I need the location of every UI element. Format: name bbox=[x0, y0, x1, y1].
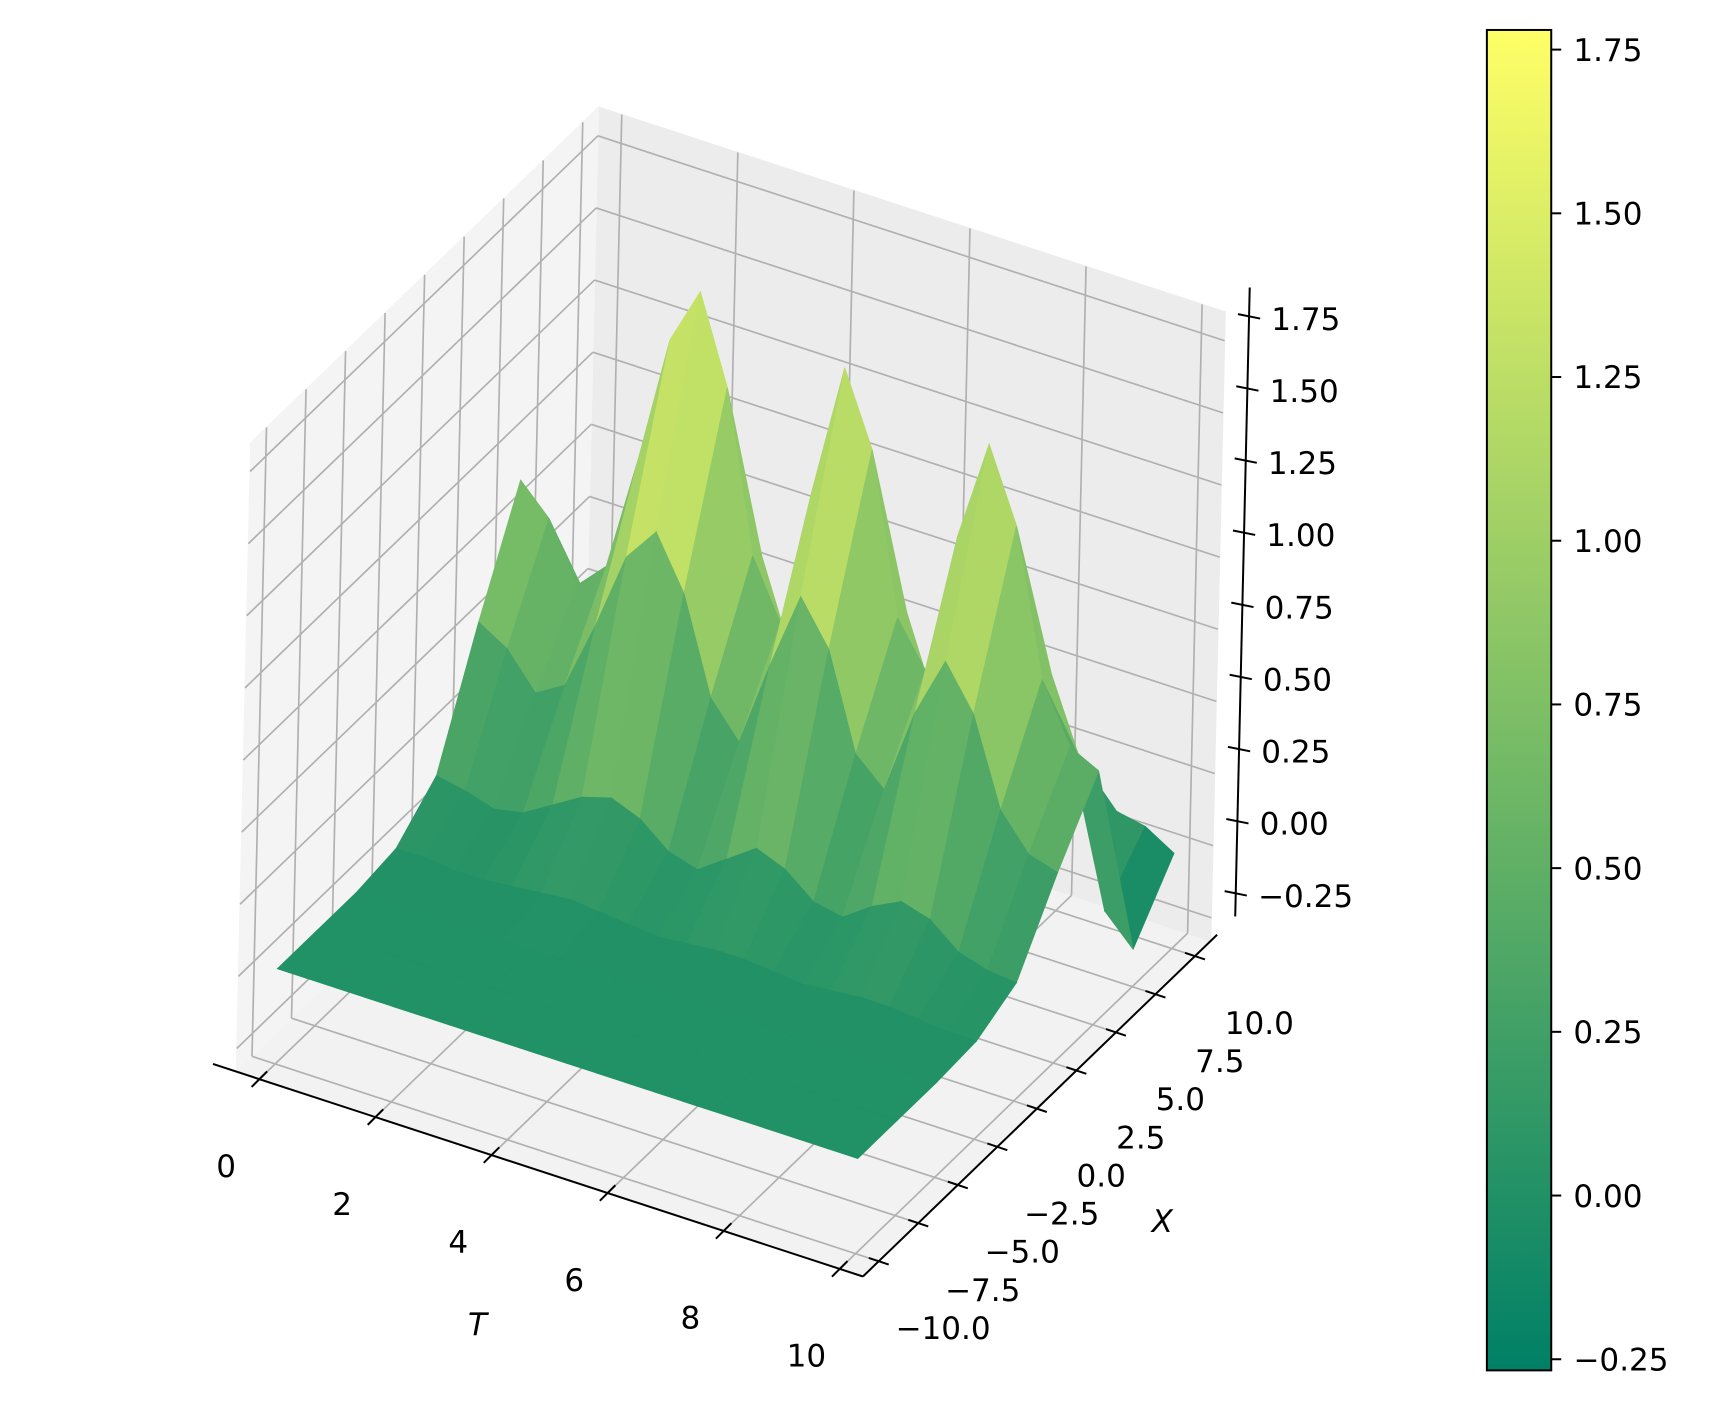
z-tick-label: 1.25 bbox=[1268, 446, 1337, 482]
grid-line bbox=[249, 135, 599, 473]
tick-mark bbox=[868, 1256, 890, 1266]
tick-mark bbox=[1105, 1028, 1127, 1037]
tick-mark bbox=[366, 1108, 384, 1126]
axis-line bbox=[212, 1063, 864, 1278]
colorbar-tick-label: 0.25 bbox=[1573, 1015, 1642, 1051]
tick-mark bbox=[1237, 313, 1261, 320]
tick-mark bbox=[1229, 673, 1253, 681]
grid-line bbox=[291, 1017, 919, 1224]
colorbar-tick-label: 1.25 bbox=[1573, 360, 1642, 396]
colorbar-tick-label: −0.25 bbox=[1573, 1342, 1668, 1378]
x-tick-label: −10.0 bbox=[896, 1311, 991, 1347]
tick-mark bbox=[987, 1142, 1008, 1152]
tick-mark bbox=[1145, 989, 1166, 999]
t-tick-label: 6 bbox=[564, 1263, 584, 1299]
t-tick-label: 4 bbox=[448, 1225, 468, 1261]
grid-line bbox=[595, 207, 1224, 414]
x-axis-label: X bbox=[1150, 1204, 1174, 1240]
x-tick-label: 10.0 bbox=[1225, 1006, 1294, 1042]
tick-mark bbox=[483, 1146, 500, 1164]
tick-mark bbox=[947, 1180, 969, 1190]
t-axis-label: T bbox=[468, 1307, 489, 1343]
tick-mark bbox=[907, 1218, 929, 1228]
z-tick-label: 0.75 bbox=[1265, 590, 1334, 626]
t-tick-label: 8 bbox=[680, 1301, 700, 1337]
tick-mark bbox=[1224, 890, 1248, 897]
t-tick-label: 10 bbox=[787, 1339, 827, 1375]
x-tick-label: 2.5 bbox=[1116, 1120, 1165, 1156]
tick-mark bbox=[599, 1184, 617, 1202]
grid-line bbox=[246, 279, 596, 617]
z-tick-label: 1.00 bbox=[1266, 518, 1335, 554]
grid-line bbox=[1186, 304, 1203, 934]
z-tick-label: 0.50 bbox=[1263, 662, 1332, 698]
tick-mark bbox=[715, 1222, 733, 1240]
x-tick-label: −2.5 bbox=[1024, 1197, 1099, 1233]
grid-line bbox=[242, 423, 592, 761]
t-tick-label: 2 bbox=[332, 1187, 352, 1223]
axis-line bbox=[1234, 287, 1251, 917]
tick-mark bbox=[831, 1260, 849, 1278]
z-tick-label: 0.00 bbox=[1260, 807, 1329, 843]
grid-line bbox=[290, 389, 307, 1019]
grid-line bbox=[330, 351, 347, 981]
colorbar-tick-label: 0.00 bbox=[1573, 1179, 1642, 1215]
tick-mark bbox=[1026, 1104, 1048, 1113]
z-tick-label: −0.25 bbox=[1258, 879, 1353, 915]
grid-line bbox=[369, 312, 386, 942]
grid-line bbox=[247, 207, 597, 545]
colorbar-tick-label: 0.50 bbox=[1573, 851, 1642, 887]
z-tick-label: 1.50 bbox=[1270, 374, 1339, 410]
colorbar-tick-label: 1.00 bbox=[1573, 524, 1642, 560]
x-tick-label: −5.0 bbox=[984, 1235, 1059, 1271]
z-tick-label: 1.75 bbox=[1271, 302, 1340, 338]
x-tick-label: 5.0 bbox=[1156, 1082, 1205, 1118]
grid-line bbox=[597, 135, 1225, 342]
grid-line bbox=[251, 1055, 880, 1263]
x-tick-label: 0.0 bbox=[1077, 1158, 1126, 1194]
x-tick-label: 7.5 bbox=[1195, 1044, 1244, 1080]
surface-face bbox=[827, 1110, 899, 1159]
tick-mark bbox=[1226, 818, 1249, 825]
colorbar-tick-label: 0.75 bbox=[1573, 688, 1642, 724]
t-tick-label: 0 bbox=[216, 1149, 236, 1185]
tick-mark bbox=[1232, 529, 1256, 536]
tick-mark bbox=[1227, 745, 1251, 753]
grid-line bbox=[251, 427, 268, 1057]
tick-mark bbox=[1236, 385, 1259, 392]
colorbar-tick-label: 1.75 bbox=[1573, 33, 1642, 69]
colorbar bbox=[1485, 28, 1553, 1372]
tick-mark bbox=[1234, 457, 1258, 464]
tick-mark bbox=[250, 1070, 268, 1088]
colorbar-tick-label: 1.50 bbox=[1573, 197, 1642, 233]
grid-line bbox=[409, 274, 426, 904]
tick-mark bbox=[1184, 951, 1206, 961]
z-tick-label: 0.25 bbox=[1261, 735, 1330, 771]
grid-line bbox=[244, 351, 594, 689]
tick-mark bbox=[1231, 601, 1254, 609]
tick-mark bbox=[1066, 1066, 1087, 1075]
x-tick-label: −7.5 bbox=[945, 1273, 1020, 1309]
axis-line bbox=[862, 934, 1218, 1278]
